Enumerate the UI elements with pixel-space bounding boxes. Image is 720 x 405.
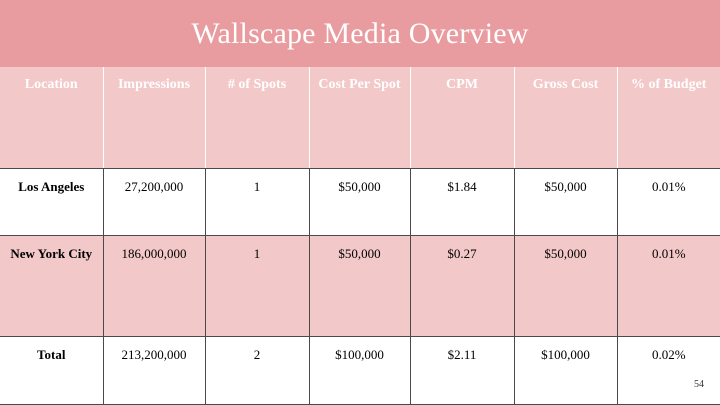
header-cpm: CPM	[409, 67, 515, 169]
cell-gross-cost: $50,000	[513, 168, 618, 236]
slide-title: Wallscape Media Overview	[191, 16, 529, 50]
cell-spots: 2	[204, 336, 310, 405]
header-impressions: Impressions	[102, 67, 206, 169]
table-row: Los Angeles 27,200,000 1 $50,000 $1.84 $…	[0, 168, 720, 236]
header-gross-cost: Gross Cost	[513, 67, 618, 169]
cell-impressions: 27,200,000	[102, 168, 206, 236]
cell-cost-per-spot: $50,000	[308, 168, 411, 236]
table-header-row: Location Impressions # of Spots Cost Per…	[0, 67, 720, 169]
cell-cost-per-spot: $50,000	[308, 235, 411, 337]
table-row: New York City 186,000,000 1 $50,000 $0.2…	[0, 235, 720, 337]
cell-spots: 1	[204, 235, 310, 337]
cell-location: Los Angeles	[0, 168, 104, 236]
cell-spots: 1	[204, 168, 310, 236]
header-spots: # of Spots	[204, 67, 310, 169]
cell-gross-cost: $50,000	[513, 235, 618, 337]
cell-impressions: 186,000,000	[102, 235, 206, 337]
title-bar: Wallscape Media Overview	[0, 0, 720, 68]
header-cost-per-spot: Cost Per Spot	[308, 67, 411, 169]
cell-percent-budget: 0.01%	[616, 168, 720, 236]
cell-location: Total	[0, 336, 104, 405]
header-location: Location	[0, 67, 104, 169]
cell-impressions: 213,200,000	[102, 336, 206, 405]
media-overview-table: Location Impressions # of Spots Cost Per…	[0, 67, 720, 405]
cell-cpm: $2.11	[409, 336, 515, 405]
table-total-row: Total 213,200,000 2 $100,000 $2.11 $100,…	[0, 336, 720, 405]
cell-cost-per-spot: $100,000	[308, 336, 411, 405]
cell-percent-budget: 0.02%	[616, 336, 720, 405]
cell-gross-cost: $100,000	[513, 336, 618, 405]
cell-cpm: $0.27	[409, 235, 515, 337]
cell-location: New York City	[0, 235, 104, 337]
cell-percent-budget: 0.01%	[616, 235, 720, 337]
page-number: 54	[694, 379, 704, 390]
cell-cpm: $1.84	[409, 168, 515, 236]
header-percent-budget: % of Budget	[616, 67, 720, 169]
